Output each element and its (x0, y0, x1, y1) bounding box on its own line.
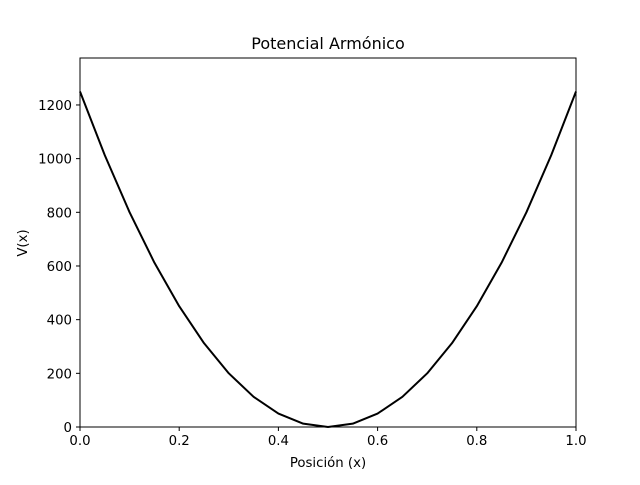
plot-frame (79, 57, 577, 428)
x-tick-label: 0.2 (169, 434, 190, 449)
y-axis-label: V(x) (16, 229, 31, 256)
x-tick-label: 0.8 (466, 434, 487, 449)
x-tick-label: 0.0 (69, 434, 90, 449)
chart-title: Potencial Armónico (251, 34, 405, 53)
y-tick-label: 0 (64, 421, 72, 436)
y-tick-label: 200 (47, 367, 72, 382)
x-axis-label: Posición (x) (290, 455, 366, 471)
x-tick-label: 0.6 (367, 434, 388, 449)
y-tick-label: 600 (47, 260, 72, 275)
y-tick-label: 400 (47, 314, 72, 329)
x-tick-label: 0.4 (268, 434, 289, 449)
y-tick-label: 1200 (38, 99, 72, 114)
y-tick-label: 800 (47, 206, 72, 221)
x-tick-label: 1.0 (565, 434, 586, 449)
y-tick-label: 1000 (38, 153, 72, 168)
